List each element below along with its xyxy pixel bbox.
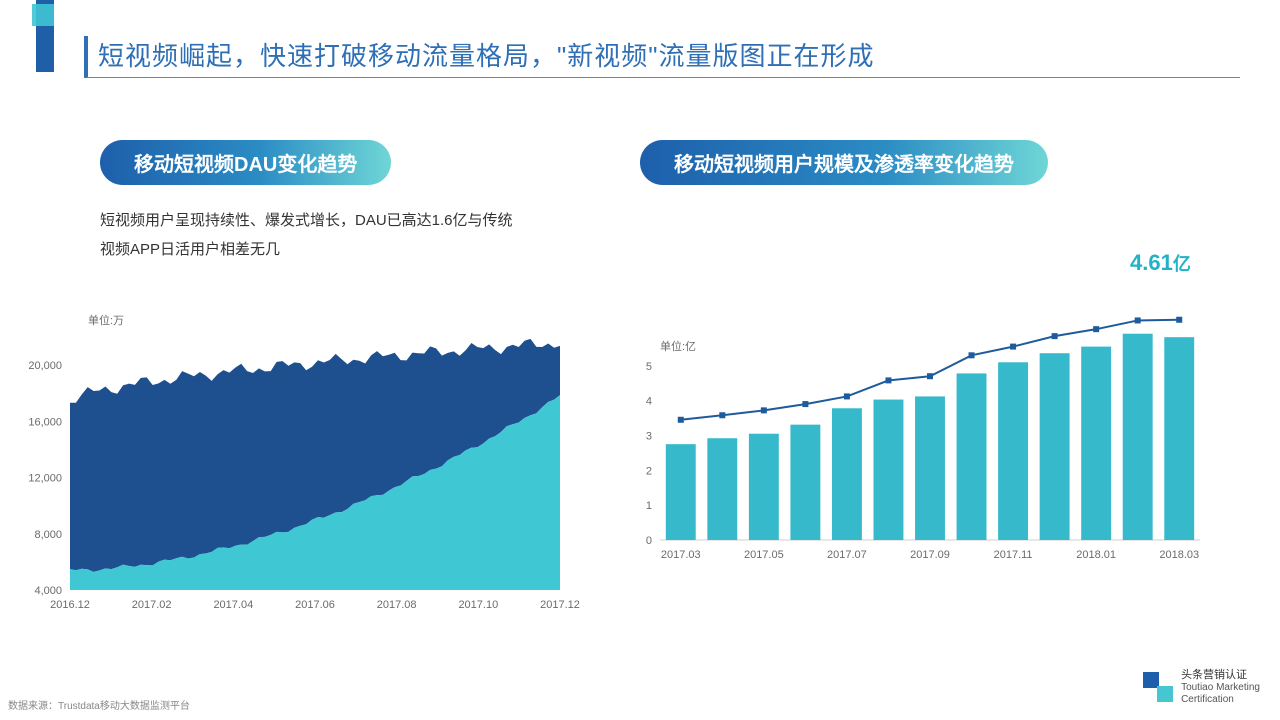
- left-panel: 移动短视频DAU变化趋势 短视频用户呈现持续性、爆发式增长，DAU已高达1.6亿…: [100, 140, 580, 264]
- logo-text: 头条营销认证 Toutiao Marketing Certification: [1181, 669, 1260, 706]
- right-bar-line-chart: 0 1 2 3 4 5 2017.03 2017.05 2017.07 2017.09 2017.1…: [620, 300, 1240, 610]
- svg-text:1: 1: [646, 500, 652, 512]
- right-panel: 移动短视频用户规模及渗透率变化趋势: [640, 140, 1240, 185]
- left-area-chart: 4,000 8,000 12,000 16,000 20,000 2016.12 2017.…: [14, 300, 584, 610]
- svg-text:2017.11: 2017.11: [994, 549, 1033, 561]
- svg-text:2017.02: 2017.02: [132, 599, 172, 610]
- svg-text:2017.03: 2017.03: [661, 549, 701, 561]
- right-pill: 移动短视频用户规模及渗透率变化趋势: [640, 140, 1048, 185]
- brand-logo: 头条营销认证 Toutiao Marketing Certification: [1143, 669, 1260, 706]
- footer-source: 数据来源：Trustdata移动大数据监测平台: [8, 697, 190, 712]
- slide-title-bar: 短视频崛起，快速打破移动流量格局，"新视频"流量版图正在形成: [84, 36, 1240, 78]
- svg-text:2017.08: 2017.08: [377, 599, 417, 610]
- svg-text:2018.03: 2018.03: [1159, 549, 1199, 561]
- svg-text:5: 5: [646, 361, 652, 373]
- svg-text:12,000: 12,000: [28, 473, 62, 485]
- svg-text:0: 0: [646, 535, 652, 547]
- svg-text:3: 3: [646, 430, 652, 442]
- svg-text:2017.06: 2017.06: [295, 599, 335, 610]
- svg-text:4: 4: [646, 396, 652, 408]
- decor-block-light: [32, 4, 54, 26]
- svg-text:16,000: 16,000: [28, 416, 62, 428]
- svg-text:2018.01: 2018.01: [1076, 549, 1116, 561]
- svg-text:2017.07: 2017.07: [827, 549, 867, 561]
- right-callout: 4.61亿: [1130, 250, 1191, 276]
- svg-text:2017.12: 2017.12: [540, 599, 580, 610]
- svg-text:2017.05: 2017.05: [744, 549, 784, 561]
- svg-text:2017.09: 2017.09: [910, 549, 950, 561]
- svg-text:20,000: 20,000: [28, 360, 62, 372]
- left-pill: 移动短视频DAU变化趋势: [100, 140, 391, 185]
- left-desc: 短视频用户呈现持续性、爆发式增长，DAU已高达1.6亿与传统视频APP日活用户相…: [100, 207, 520, 264]
- svg-text:2017.04: 2017.04: [213, 599, 253, 610]
- svg-text:4,000: 4,000: [34, 585, 62, 597]
- callout-unit: 亿: [1173, 254, 1191, 274]
- logo-mark-icon: [1143, 672, 1173, 702]
- svg-text:2: 2: [646, 465, 652, 477]
- slide-title: 短视频崛起，快速打破移动流量格局，"新视频"流量版图正在形成: [98, 36, 1240, 73]
- svg-text:2016.12: 2016.12: [50, 599, 90, 610]
- svg-text:8,000: 8,000: [34, 529, 62, 541]
- callout-value: 4.61: [1130, 250, 1173, 275]
- svg-text:2017.10: 2017.10: [458, 599, 498, 610]
